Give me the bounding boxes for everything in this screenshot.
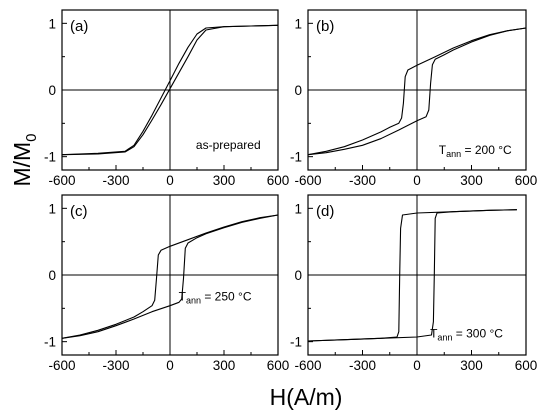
x-tick-label: 600 xyxy=(515,173,538,188)
y-axis-title-sub: 0 xyxy=(23,133,40,141)
annotation-suffix: = 250 °C xyxy=(201,290,252,304)
y-tick-label: 0 xyxy=(48,268,56,283)
hysteresis-branch-ascending xyxy=(61,214,279,339)
x-tick-label: 300 xyxy=(213,173,236,188)
annotation-subscript: ann xyxy=(186,296,201,306)
panel-label: (a) xyxy=(70,18,88,35)
x-tick-label: 300 xyxy=(213,358,236,373)
panel-label: (b) xyxy=(316,18,334,35)
y-tick-label: 1 xyxy=(48,201,56,216)
panel-annotation: Tann = 300 °C xyxy=(430,326,503,342)
annotation-subscript: ann xyxy=(437,332,452,342)
x-tick-label: -300 xyxy=(349,173,376,188)
panel-label: (d) xyxy=(316,203,334,220)
annotation-main: as-prepared xyxy=(196,138,261,152)
hysteresis-branch-ascending xyxy=(61,24,279,156)
panel-4: -600 -300 0 300 600 -1 0 1 (d) Tann = 300 °C xyxy=(290,194,538,373)
y-tick-label: 0 xyxy=(294,268,302,283)
hysteresis-branch-descending xyxy=(307,209,517,342)
x-tick-label: 300 xyxy=(460,173,483,188)
x-tick-label: -600 xyxy=(294,358,321,373)
y-tick-label: -1 xyxy=(290,150,302,165)
annotation-suffix: = 200 °C xyxy=(461,143,512,157)
x-tick-label: -600 xyxy=(294,173,321,188)
x-tick-label: 600 xyxy=(515,358,538,373)
x-tick-label: 0 xyxy=(413,173,421,188)
y-tick-label: -1 xyxy=(44,335,56,350)
annotation-suffix: = 300 °C xyxy=(452,326,503,340)
hysteresis-branch-descending xyxy=(61,24,279,156)
x-tick-label: 600 xyxy=(267,173,290,188)
x-tick-label: -600 xyxy=(48,358,75,373)
y-tick-label: -1 xyxy=(44,150,56,165)
x-tick-label: 300 xyxy=(460,358,483,373)
y-tick-label: 0 xyxy=(294,83,302,98)
panel-1: -600 -300 0 300 600 -1 0 1 (a) as-prepared xyxy=(44,9,290,188)
x-tick-label: -300 xyxy=(349,358,376,373)
x-tick-label: -300 xyxy=(102,358,129,373)
x-tick-label: 0 xyxy=(166,358,174,373)
panel-annotation: Tann = 250 °C xyxy=(179,290,252,306)
panel-label: (c) xyxy=(70,203,88,220)
annotation-main: T xyxy=(179,290,187,304)
y-tick-label: 1 xyxy=(294,201,302,216)
x-tick-label: 0 xyxy=(166,173,174,188)
x-axis-title: H(A/m) xyxy=(270,384,343,410)
panel-2: -600 -300 0 300 600 -1 0 1 (b) Tann = 200 °C xyxy=(290,9,538,188)
annotation-main: T xyxy=(430,326,438,340)
panels-group: -600 -300 0 300 600-101 (a)as-prepared-600 -30… xyxy=(44,9,538,373)
hysteresis-branch-ascending xyxy=(307,27,527,156)
annotation-main: T xyxy=(439,143,447,157)
hysteresis-branch-descending xyxy=(61,214,279,339)
y-tick-label: 1 xyxy=(48,16,56,31)
y-tick-label: 0 xyxy=(48,83,56,98)
x-tick-label: 0 xyxy=(413,358,421,373)
hysteresis-branch-descending xyxy=(307,27,527,156)
panel-annotation: as-prepared xyxy=(196,138,261,152)
y-axis-title: M/M0 xyxy=(9,133,40,186)
x-tick-label: 600 xyxy=(267,358,290,373)
y-axis-title-main: M/M xyxy=(9,142,35,187)
panel-3: -600 -300 0 300 600 -1 0 1 (c) Tann = 250 °C xyxy=(44,194,290,373)
y-tick-label: 1 xyxy=(294,16,302,31)
x-tick-label: -600 xyxy=(48,173,75,188)
annotation-subscript: ann xyxy=(446,149,461,159)
y-tick-label: -1 xyxy=(290,335,302,350)
x-tick-label: -300 xyxy=(102,173,129,188)
panel-annotation: Tann = 200 °C xyxy=(439,143,512,159)
